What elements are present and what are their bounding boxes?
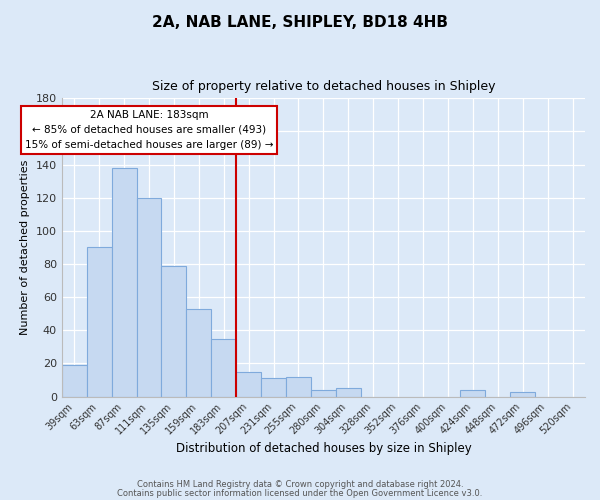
Bar <box>460 390 485 396</box>
Bar <box>86 248 112 396</box>
Bar <box>236 372 261 396</box>
Title: Size of property relative to detached houses in Shipley: Size of property relative to detached ho… <box>152 80 495 93</box>
Text: Contains HM Land Registry data © Crown copyright and database right 2024.: Contains HM Land Registry data © Crown c… <box>137 480 463 489</box>
Bar <box>510 392 535 396</box>
Bar <box>187 309 211 396</box>
Text: 2A, NAB LANE, SHIPLEY, BD18 4HB: 2A, NAB LANE, SHIPLEY, BD18 4HB <box>152 15 448 30</box>
Bar <box>62 365 86 396</box>
Bar <box>336 388 361 396</box>
Bar <box>211 338 236 396</box>
Text: Contains public sector information licensed under the Open Government Licence v3: Contains public sector information licen… <box>118 488 482 498</box>
Bar <box>161 266 187 396</box>
Bar <box>137 198 161 396</box>
Bar <box>112 168 137 396</box>
Bar <box>286 376 311 396</box>
Bar <box>311 390 336 396</box>
X-axis label: Distribution of detached houses by size in Shipley: Distribution of detached houses by size … <box>176 442 471 455</box>
Text: 2A NAB LANE: 183sqm
← 85% of detached houses are smaller (493)
15% of semi-detac: 2A NAB LANE: 183sqm ← 85% of detached ho… <box>25 110 273 150</box>
Bar <box>261 378 286 396</box>
Y-axis label: Number of detached properties: Number of detached properties <box>20 160 30 335</box>
